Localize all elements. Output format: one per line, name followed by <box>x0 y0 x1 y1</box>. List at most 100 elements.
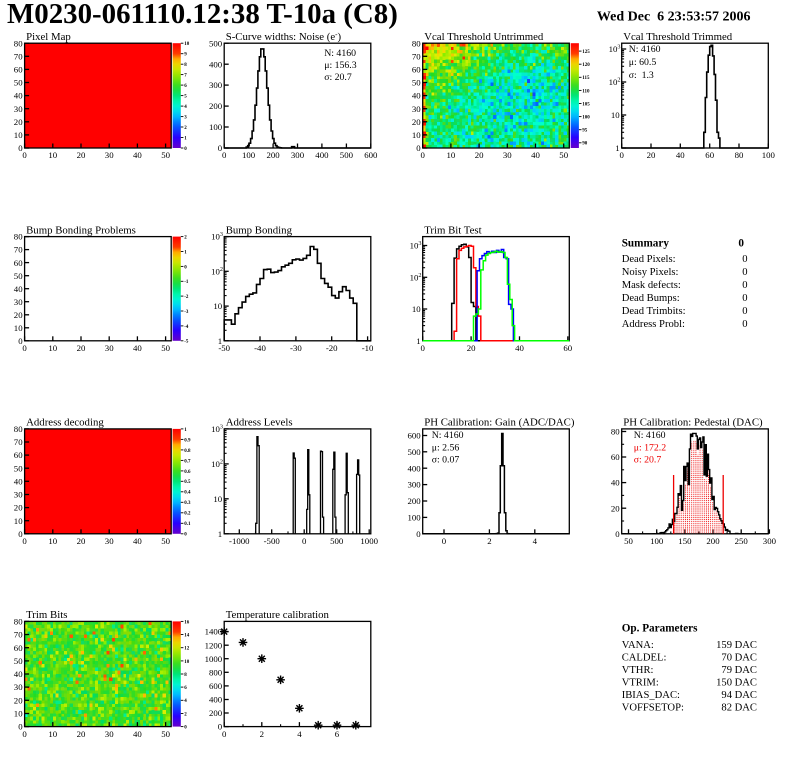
svg-text:20: 20 <box>77 729 86 739</box>
svg-text:40: 40 <box>515 343 524 353</box>
svg-text:1: 1 <box>218 529 222 539</box>
svg-text:0: 0 <box>18 336 23 346</box>
svg-text:10: 10 <box>184 42 190 47</box>
svg-text:-5: -5 <box>184 340 189 345</box>
svg-text:0: 0 <box>615 529 620 539</box>
svg-text:0.7: 0.7 <box>184 459 191 464</box>
svg-text:60: 60 <box>14 258 23 268</box>
svg-text:0: 0 <box>442 536 447 546</box>
svg-text:N: 4160: N: 4160 <box>324 48 356 59</box>
svg-text:70: 70 <box>14 245 23 255</box>
svg-text:20: 20 <box>77 536 86 546</box>
svg-text:0: 0 <box>742 254 747 265</box>
svg-text:40: 40 <box>611 478 620 488</box>
svg-text:103: 103 <box>410 240 422 251</box>
svg-text:50: 50 <box>412 78 421 88</box>
svg-text:20: 20 <box>475 150 484 160</box>
svg-text:σ: 0.07: σ: 0.07 <box>432 454 460 465</box>
svg-text:Address Probl:: Address Probl: <box>622 319 685 330</box>
svg-text:20: 20 <box>14 117 23 127</box>
svg-text:30: 30 <box>105 536 114 546</box>
svg-text:7: 7 <box>184 74 187 79</box>
svg-text:115: 115 <box>582 76 590 81</box>
svg-text:N: 4160: N: 4160 <box>634 430 666 441</box>
svg-text:Mask defects:: Mask defects: <box>622 280 681 291</box>
svg-text:0: 0 <box>222 150 227 160</box>
svg-text:200: 200 <box>407 496 421 506</box>
svg-text:120: 120 <box>582 63 590 68</box>
svg-text:80: 80 <box>14 232 23 242</box>
svg-text:50: 50 <box>161 343 170 353</box>
svg-text:-500: -500 <box>264 536 281 546</box>
svg-text:103: 103 <box>609 44 621 55</box>
svg-text:0.4: 0.4 <box>184 491 191 496</box>
svg-text:50: 50 <box>559 150 568 160</box>
svg-text:1: 1 <box>184 428 187 433</box>
svg-text:50: 50 <box>14 271 23 281</box>
svg-text:125: 125 <box>582 50 590 55</box>
svg-text:103: 103 <box>211 423 223 434</box>
svg-text:-4: -4 <box>184 325 189 330</box>
svg-text:800: 800 <box>209 667 223 677</box>
svg-text:0.5: 0.5 <box>184 480 191 485</box>
svg-text:500: 500 <box>407 447 421 457</box>
svg-text:Noisy Pixels:: Noisy Pixels: <box>622 267 679 278</box>
svg-text:0.2: 0.2 <box>184 512 191 517</box>
svg-text:30: 30 <box>105 150 114 160</box>
svg-text:40: 40 <box>412 91 421 101</box>
svg-text:20: 20 <box>611 503 620 513</box>
svg-text:0: 0 <box>222 729 227 739</box>
svg-text:150 DAC: 150 DAC <box>716 678 757 689</box>
svg-text:0: 0 <box>184 533 187 538</box>
svg-text:30: 30 <box>14 297 23 307</box>
svg-text:600: 600 <box>209 681 223 691</box>
svg-text:0: 0 <box>420 150 425 160</box>
svg-text:Pixel Map: Pixel Map <box>26 31 71 43</box>
svg-text:Dead Trimbits:: Dead Trimbits: <box>622 306 686 317</box>
svg-text:N: 4160: N: 4160 <box>432 430 464 441</box>
svg-text:200: 200 <box>209 708 223 718</box>
svg-text:100: 100 <box>242 150 256 160</box>
svg-text:8: 8 <box>184 63 187 68</box>
svg-text:14: 14 <box>184 633 190 638</box>
svg-text:0: 0 <box>416 143 421 153</box>
svg-text:60: 60 <box>14 643 23 653</box>
svg-text:0: 0 <box>18 722 23 732</box>
svg-text:40: 40 <box>14 284 23 294</box>
svg-text:μ: 60.5: μ: 60.5 <box>629 57 657 68</box>
svg-text:50: 50 <box>14 78 23 88</box>
svg-text:Trim Bit Test: Trim Bit Test <box>424 224 481 236</box>
svg-text:80: 80 <box>412 38 421 48</box>
svg-text:400: 400 <box>209 695 223 705</box>
svg-text:0.1: 0.1 <box>184 522 191 527</box>
svg-text:μ: 2.56: μ: 2.56 <box>432 442 460 453</box>
svg-text:-1: -1 <box>184 280 189 285</box>
svg-text:N: 4160: N: 4160 <box>629 44 661 55</box>
svg-text:500: 500 <box>330 536 344 546</box>
svg-text:400: 400 <box>209 59 223 69</box>
svg-text:20: 20 <box>412 117 421 127</box>
svg-text:Op. Parameters: Op. Parameters <box>622 623 698 635</box>
svg-text:4: 4 <box>184 699 187 704</box>
svg-text:80: 80 <box>14 424 23 434</box>
svg-text:40: 40 <box>133 536 142 546</box>
svg-text:30: 30 <box>105 343 114 353</box>
svg-text:600: 600 <box>407 431 421 441</box>
svg-text:0: 0 <box>18 143 23 153</box>
svg-text:30: 30 <box>14 682 23 692</box>
svg-text:100: 100 <box>407 513 421 523</box>
svg-text:102: 102 <box>410 272 422 283</box>
svg-text:50: 50 <box>161 729 170 739</box>
svg-text:2: 2 <box>487 536 491 546</box>
svg-text:0.3: 0.3 <box>184 501 191 506</box>
svg-text:6: 6 <box>184 686 187 691</box>
svg-text:M0230-061110.12:38 T-10a (C8): M0230-061110.12:38 T-10a (C8) <box>7 0 398 30</box>
svg-text:0: 0 <box>742 267 747 278</box>
svg-text:102: 102 <box>211 266 223 277</box>
svg-text:80: 80 <box>735 150 744 160</box>
svg-text:95: 95 <box>582 129 588 134</box>
svg-text:50: 50 <box>161 150 170 160</box>
svg-text:1: 1 <box>416 336 420 346</box>
svg-text:9: 9 <box>184 53 187 58</box>
svg-text:70: 70 <box>412 51 421 61</box>
